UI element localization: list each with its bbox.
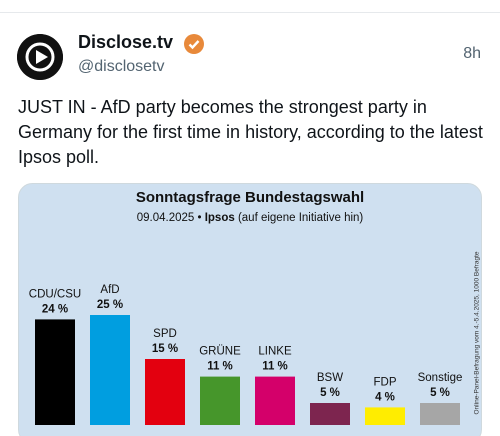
divider <box>0 12 500 13</box>
side-note: Online-Panel-Befragung vom 4.-5.4.2025, … <box>474 251 481 414</box>
chart-title: Sonntagsfrage Bundestagswahl <box>136 189 364 206</box>
subtitle-date: 09.04.2025 • <box>137 212 202 224</box>
value-label: 25 % <box>97 299 123 311</box>
bar <box>90 315 130 425</box>
value-label: 24 % <box>42 303 68 315</box>
category-label: Sonstige <box>418 372 463 384</box>
chart-subtitle: 09.04.2025 • Ipsos (auf eigene Initiativ… <box>137 212 364 224</box>
avatar[interactable] <box>17 34 63 80</box>
category-label: FDP <box>374 376 397 388</box>
handle[interactable]: @disclosetv <box>78 58 165 75</box>
display-name[interactable]: Disclose.tv <box>78 32 174 52</box>
value-label: 5 % <box>320 387 340 399</box>
chart: Sonntagsfrage Bundestagswahl 09.04.2025 … <box>18 183 482 436</box>
value-label: 5 % <box>430 387 450 399</box>
value-label: 15 % <box>152 343 178 355</box>
bar <box>200 376 240 425</box>
chart-background <box>18 183 482 436</box>
category-label: LINKE <box>258 346 292 358</box>
category-label: GRÜNE <box>199 346 241 358</box>
value-label: 4 % <box>375 391 395 403</box>
bar <box>365 407 405 425</box>
category-label: BSW <box>317 372 343 384</box>
category-label: AfD <box>100 284 119 296</box>
subtitle-pollster: Ipsos <box>205 212 235 224</box>
tweet-text: JUST IN - AfD party becomes the stronges… <box>18 97 483 167</box>
subtitle-note: (auf eigene Initiative hin) <box>238 212 363 224</box>
value-label: 11 % <box>262 361 288 373</box>
timestamp[interactable]: 8h <box>463 45 481 62</box>
category-label: CDU/CSU <box>29 288 81 300</box>
bar <box>420 403 460 425</box>
value-label: 11 % <box>207 361 233 373</box>
bar <box>255 376 295 425</box>
bar <box>35 319 75 425</box>
bar <box>145 359 185 425</box>
verified-badge <box>184 34 204 54</box>
bar <box>310 403 350 425</box>
category-label: SPD <box>153 328 177 340</box>
